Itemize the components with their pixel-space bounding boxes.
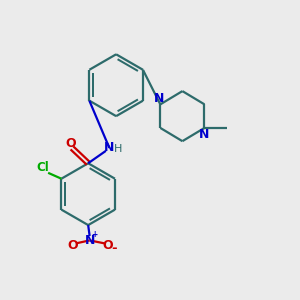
Text: O: O: [65, 137, 76, 150]
Text: O: O: [67, 239, 78, 252]
Text: N: N: [199, 128, 210, 141]
Text: N: N: [85, 234, 95, 247]
Text: H: H: [114, 144, 122, 154]
Text: -: -: [112, 242, 117, 254]
Text: +: +: [92, 230, 98, 239]
Text: N: N: [154, 92, 164, 105]
Text: N: N: [104, 141, 115, 154]
Text: O: O: [102, 239, 112, 252]
Text: Cl: Cl: [37, 161, 49, 174]
